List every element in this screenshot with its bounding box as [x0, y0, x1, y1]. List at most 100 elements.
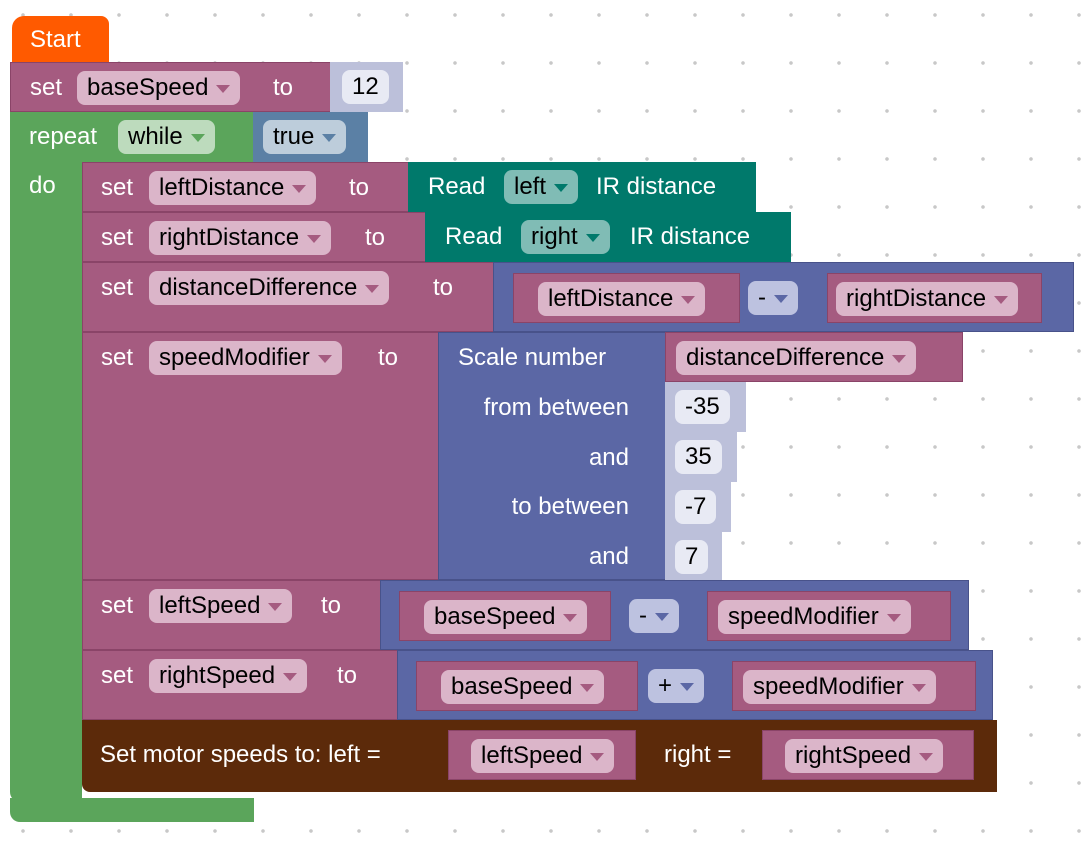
variable-dropdown-leftdistance[interactable]: leftDistance: [149, 171, 317, 205]
chevron-down-icon: [911, 683, 926, 692]
operator-dropdown[interactable]: -: [748, 281, 798, 315]
set-label: set: [101, 224, 134, 251]
read-ir-distance-block[interactable]: Read right IR distance: [425, 212, 791, 262]
variable-name: baseSpeed: [434, 603, 556, 630]
chevron-down-icon: [892, 354, 907, 363]
set-rightspeed-block[interactable]: set rightSpeed to: [82, 650, 399, 720]
number-field-to-low[interactable]: -7: [675, 490, 717, 524]
to-label: to: [337, 662, 358, 689]
number-field-from-high[interactable]: 35: [675, 440, 722, 474]
number-block[interactable]: 35: [665, 432, 737, 482]
variable-get-block[interactable]: baseSpeed: [399, 591, 611, 641]
variable-dropdown-distancedifference[interactable]: distanceDifference: [149, 271, 390, 305]
and-label: and: [588, 543, 629, 570]
variable-name: rightDistance: [159, 224, 300, 251]
math-arithmetic-block[interactable]: leftDistance - rightDistance: [493, 262, 1074, 332]
operator-dropdown[interactable]: +: [648, 669, 705, 703]
set-label: set: [101, 174, 134, 201]
chevron-down-icon: [774, 294, 788, 303]
to-label: to: [378, 344, 399, 371]
chevron-down-icon: [655, 612, 669, 621]
to-label: to: [365, 224, 386, 251]
side-dropdown[interactable]: left: [504, 170, 579, 204]
chevron-down-icon: [590, 752, 605, 761]
variable-name: rightSpeed: [159, 662, 276, 689]
chevron-down-icon: [919, 752, 934, 761]
number-field-from-low[interactable]: -35: [675, 390, 730, 424]
variable-dropdown[interactable]: speedModifier: [718, 600, 911, 634]
variable-get-block[interactable]: baseSpeed: [416, 661, 638, 711]
chevron-down-icon: [886, 613, 901, 622]
repeat-label: repeat: [29, 123, 98, 150]
set-label: set: [101, 344, 134, 371]
variable-dropdown[interactable]: rightSpeed: [785, 739, 944, 773]
variable-dropdown[interactable]: baseSpeed: [424, 600, 588, 634]
from-between-label: from between: [483, 394, 629, 421]
variable-dropdown[interactable]: baseSpeed: [441, 670, 605, 704]
variable-get-block[interactable]: distanceDifference: [665, 332, 963, 382]
scale-number-block[interactable]: Scale number from between and to between…: [438, 332, 666, 580]
to-label: to: [433, 274, 454, 301]
to-label: to: [321, 592, 342, 619]
chevron-down-icon: [268, 602, 283, 611]
variable-get-block[interactable]: leftSpeed: [448, 730, 636, 780]
number-block[interactable]: -7: [665, 482, 731, 532]
number-block[interactable]: 12: [330, 62, 403, 112]
math-arithmetic-block[interactable]: baseSpeed + speedModifier: [397, 650, 993, 720]
variable-dropdown[interactable]: rightDistance: [836, 282, 1019, 316]
chevron-down-icon: [585, 233, 600, 242]
number-field-to-high[interactable]: 7: [675, 540, 709, 574]
number-block[interactable]: -35: [665, 382, 746, 432]
math-arithmetic-block[interactable]: baseSpeed - speedModifier: [380, 580, 969, 650]
chevron-down-icon: [317, 354, 332, 363]
read-label: Read: [428, 173, 486, 200]
chevron-down-icon: [292, 184, 307, 193]
do-label: do: [29, 172, 56, 199]
repeat-mode-dropdown[interactable]: while: [118, 120, 215, 154]
set-basespeed-block[interactable]: set baseSpeed to: [10, 62, 332, 112]
to-label: to: [273, 74, 294, 101]
chevron-down-icon: [681, 295, 696, 304]
set-leftdistance-block[interactable]: set leftDistance to: [82, 162, 410, 212]
set-motor-speeds-block[interactable]: Set motor speeds to: left = leftSpeed ri…: [82, 720, 997, 792]
variable-dropdown[interactable]: leftDistance: [538, 282, 706, 316]
variable-name: baseSpeed: [87, 74, 209, 101]
variable-name: distanceDifference: [159, 274, 358, 301]
operator-dropdown[interactable]: -: [629, 599, 679, 633]
variable-get-block[interactable]: speedModifier: [707, 591, 951, 641]
variable-get-block[interactable]: leftDistance: [513, 273, 740, 323]
variable-get-block[interactable]: rightSpeed: [762, 730, 974, 780]
variable-dropdown[interactable]: speedModifier: [743, 670, 936, 704]
chevron-down-icon: [563, 613, 578, 622]
chevron-down-icon: [994, 295, 1009, 304]
number-block[interactable]: 7: [665, 532, 722, 580]
variable-name: leftDistance: [548, 285, 674, 312]
set-leftspeed-block[interactable]: set leftSpeed to: [82, 580, 382, 650]
ir-distance-label: IR distance: [596, 173, 717, 200]
chevron-down-icon: [365, 284, 380, 293]
set-speedmodifier-block[interactable]: set speedModifier to: [82, 332, 440, 580]
repeat-while-block[interactable]: repeat while: [10, 112, 254, 162]
set-rightdistance-block[interactable]: set rightDistance to: [82, 212, 427, 262]
variable-dropdown-basespeed[interactable]: baseSpeed: [77, 71, 241, 105]
variable-dropdown[interactable]: distanceDifference: [676, 341, 917, 375]
operator: -: [758, 284, 766, 311]
set-distancedifference-block[interactable]: set distanceDifference to: [82, 262, 495, 332]
boolean-dropdown[interactable]: true: [263, 120, 347, 154]
start-block[interactable]: Start: [12, 16, 109, 64]
read-ir-distance-block[interactable]: Read left IR distance: [408, 162, 756, 212]
variable-name: leftSpeed: [481, 742, 583, 769]
variable-dropdown[interactable]: leftSpeed: [471, 739, 615, 773]
variable-dropdown-rightspeed[interactable]: rightSpeed: [149, 659, 308, 693]
variable-get-block[interactable]: rightDistance: [827, 273, 1042, 323]
variable-name: speedModifier: [728, 603, 879, 630]
variable-get-block[interactable]: speedModifier: [732, 661, 976, 711]
variable-dropdown-speedmodifier[interactable]: speedModifier: [149, 341, 342, 375]
variable-dropdown-leftspeed[interactable]: leftSpeed: [149, 589, 293, 623]
chevron-down-icon: [680, 682, 695, 691]
side-dropdown[interactable]: right: [521, 220, 610, 254]
logic-boolean-block[interactable]: true: [253, 112, 368, 162]
number-field-basespeed[interactable]: 12: [342, 70, 389, 104]
variable-dropdown-rightdistance[interactable]: rightDistance: [149, 221, 332, 255]
